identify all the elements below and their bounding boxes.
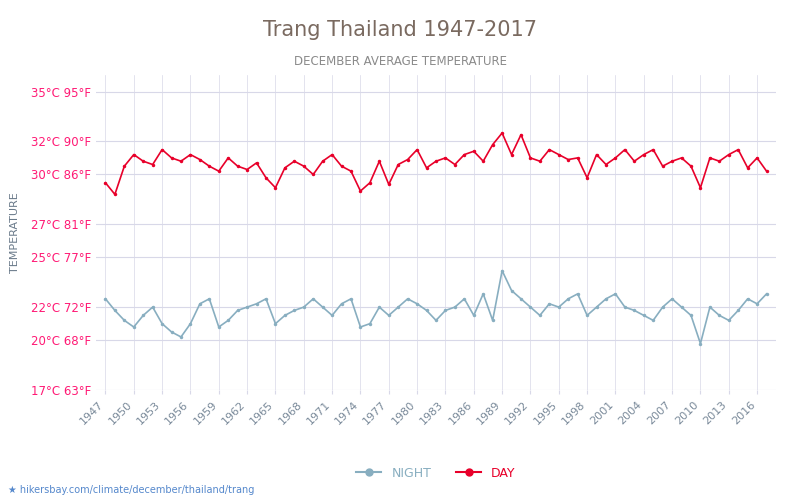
Text: DECEMBER AVERAGE TEMPERATURE: DECEMBER AVERAGE TEMPERATURE — [294, 55, 506, 68]
Text: Trang Thailand 1947-2017: Trang Thailand 1947-2017 — [263, 20, 537, 40]
Legend: NIGHT, DAY: NIGHT, DAY — [351, 462, 521, 484]
Y-axis label: TEMPERATURE: TEMPERATURE — [10, 192, 20, 273]
Text: ★ hikersbay.com/climate/december/thailand/trang: ★ hikersbay.com/climate/december/thailan… — [8, 485, 254, 495]
